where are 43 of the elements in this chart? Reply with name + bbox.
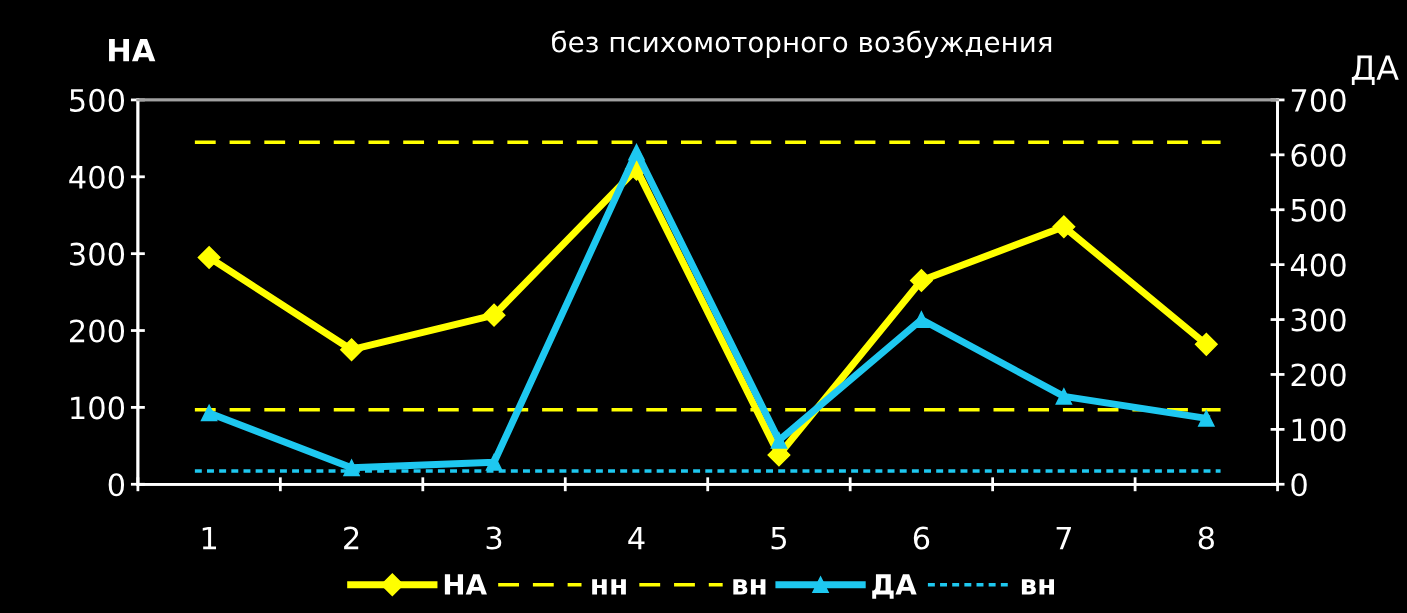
legend-label: НА <box>444 574 487 595</box>
point <box>628 143 645 161</box>
legend-label: вн <box>733 579 766 595</box>
y2-tick-label: 0 <box>1291 473 1307 497</box>
y2-tick-label: 400 <box>1290 253 1346 277</box>
point <box>1052 215 1076 239</box>
y-tick-label: 300 <box>70 242 125 266</box>
x-tick-label: 3 <box>486 526 502 550</box>
legend-label: нн <box>592 579 626 595</box>
y-tick-label: 200 <box>70 319 125 343</box>
x-tick-label: 5 <box>771 526 786 550</box>
point <box>909 269 933 293</box>
x-tick-label: 1 <box>202 526 217 550</box>
x-tick-label: 4 <box>628 526 645 550</box>
x-tick-label: 6 <box>913 526 930 550</box>
point <box>482 303 506 327</box>
y2-tick-label: 500 <box>1291 198 1346 222</box>
point <box>343 459 360 477</box>
point <box>770 432 788 449</box>
x-tick-label: 7 <box>1056 526 1071 550</box>
y2-axis-title: ДА <box>1351 55 1399 85</box>
point <box>485 453 503 471</box>
y-tick-label: 0 <box>108 473 125 497</box>
x-tick-label: 8 <box>1198 526 1214 550</box>
point <box>340 338 364 362</box>
point <box>197 246 221 270</box>
y2-tick-label: 100 <box>1292 418 1346 442</box>
chart-title: без психомоторного возбуждения <box>551 30 1052 58</box>
y-tick-label: 100 <box>71 396 125 420</box>
legend-label: ДА <box>872 574 917 599</box>
x-tick-label: 2 <box>344 526 359 550</box>
y2-tick-label: 300 <box>1291 308 1346 332</box>
y-axis-title: НА <box>109 39 156 62</box>
point <box>1194 332 1218 356</box>
y2-tick-label: 700 <box>1291 88 1346 112</box>
point <box>1197 410 1215 427</box>
point <box>1055 388 1073 405</box>
y-tick-label: 400 <box>69 165 125 189</box>
legend-label: вн <box>1021 579 1055 595</box>
y2-tick-label: 600 <box>1291 143 1346 167</box>
y-tick-label: 500 <box>70 88 125 112</box>
y2-tick-label: 200 <box>1291 363 1346 387</box>
point <box>200 404 218 422</box>
